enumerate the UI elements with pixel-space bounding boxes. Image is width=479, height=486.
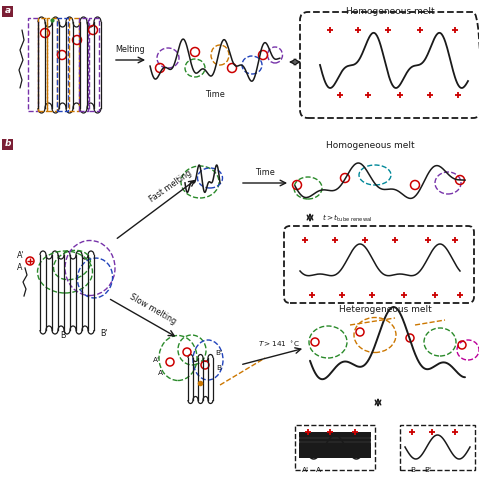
Text: A': A' xyxy=(302,467,309,473)
Bar xyxy=(38,18,47,111)
Text: Slow melting: Slow melting xyxy=(128,292,178,326)
Text: Homogeneous melt: Homogeneous melt xyxy=(326,141,414,150)
Text: B: B xyxy=(60,331,66,340)
Bar xyxy=(295,425,375,470)
Text: b: b xyxy=(4,139,11,149)
Bar xyxy=(69,18,79,111)
Text: B': B' xyxy=(100,329,108,338)
Text: A: A xyxy=(158,370,163,376)
Text: A': A' xyxy=(153,357,160,363)
Text: a: a xyxy=(4,6,11,16)
Text: $T > 141\ ^\circ$C: $T > 141\ ^\circ$C xyxy=(258,339,300,349)
Text: A: A xyxy=(316,467,321,473)
Bar xyxy=(57,18,68,111)
Text: Homogeneous melt: Homogeneous melt xyxy=(346,7,435,17)
FancyBboxPatch shape xyxy=(2,6,13,17)
Bar xyxy=(28,18,38,111)
Text: Time: Time xyxy=(255,168,275,177)
Bar xyxy=(89,18,99,111)
Text: B': B' xyxy=(215,350,222,356)
FancyBboxPatch shape xyxy=(2,139,13,150)
Text: Time: Time xyxy=(205,90,225,100)
Text: Fast melting: Fast melting xyxy=(148,168,194,204)
Bar xyxy=(400,425,475,470)
Text: Heterogeneous melt: Heterogeneous melt xyxy=(339,305,432,314)
Text: B: B xyxy=(216,365,221,371)
Bar xyxy=(47,18,57,111)
Text: B': B' xyxy=(424,467,431,473)
Text: A': A' xyxy=(17,251,24,260)
Text: $t > t_{\mathsf{tube\ renewal}}$: $t > t_{\mathsf{tube\ renewal}}$ xyxy=(322,212,372,224)
Text: B: B xyxy=(410,467,415,473)
Text: Melting: Melting xyxy=(115,46,145,54)
Bar xyxy=(79,18,88,111)
Text: A: A xyxy=(17,263,23,272)
